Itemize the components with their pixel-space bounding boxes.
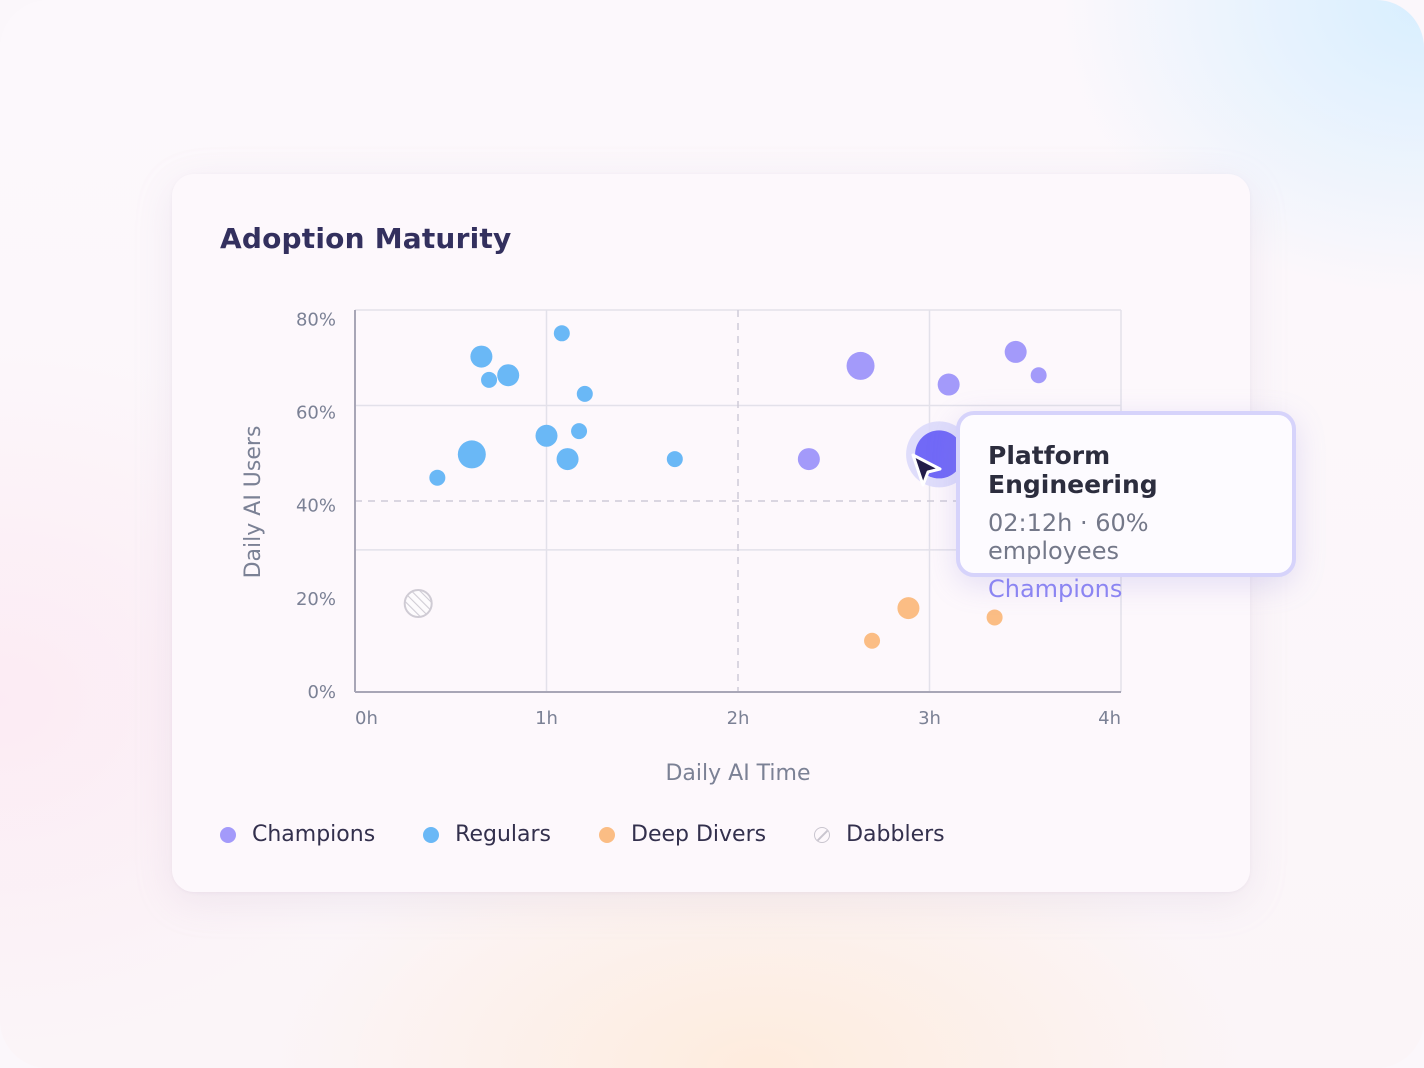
legend-label-regulars: Regulars xyxy=(455,822,552,847)
legend-item-champions[interactable]: Champions xyxy=(220,822,375,847)
x-tick-label: 3h xyxy=(918,708,941,729)
tooltip-detail: 02:12h · 60% employees xyxy=(988,509,1149,565)
y-tick-label: 80% xyxy=(296,309,336,330)
data-point-regulars xyxy=(497,364,520,387)
data-point-deep_divers xyxy=(864,632,881,649)
data-point-deep_divers xyxy=(897,597,920,620)
x-tick-label: 2h xyxy=(727,708,750,729)
data-point-regulars xyxy=(666,451,683,468)
y-tick-label: 0% xyxy=(307,682,336,703)
legend-item-deep-divers[interactable]: Deep Divers xyxy=(599,822,766,847)
x-tick-label: 0h xyxy=(355,708,378,729)
chart-title: Adoption Maturity xyxy=(220,222,512,255)
x-tick-label: 4h xyxy=(1098,708,1121,729)
data-point-regulars xyxy=(571,423,588,440)
axes xyxy=(354,310,1121,693)
data-point-regulars xyxy=(576,385,593,402)
y-tick-label: 60% xyxy=(296,402,336,423)
tooltip-title: Platform Engineering xyxy=(988,441,1158,499)
data-point-champions xyxy=(1004,340,1027,363)
legend-swatch-dabblers xyxy=(814,826,831,843)
x-tick-label: 1h xyxy=(535,708,558,729)
scatter-chart: 0h 1h 2h 3h 4h 0% 20% 40% 60% 80% Daily AI Time D… xyxy=(241,309,1122,786)
tick-labels: 0h 1h 2h 3h 4h 0% 20% 40% 60% 80% xyxy=(296,309,1121,729)
data-point-regulars xyxy=(470,345,493,368)
data-point-champions xyxy=(846,351,875,380)
data-point-champions xyxy=(937,373,960,396)
legend-swatch-deep-divers xyxy=(599,826,616,843)
tooltip-segment: Champions xyxy=(988,575,1123,603)
data-point-regulars xyxy=(556,448,579,471)
mouse-cursor-icon xyxy=(911,453,942,487)
legend-label-deep-divers: Deep Divers xyxy=(631,822,767,847)
point-tooltip: Platform Engineering 02:12h · 60% employ… xyxy=(956,411,1296,603)
data-point-champions xyxy=(1030,367,1047,384)
x-axis-label: Daily AI Time xyxy=(665,761,810,786)
y-tick-label: 40% xyxy=(296,496,336,517)
data-point-regulars xyxy=(481,371,498,388)
legend-item-dabblers[interactable]: Dabblers xyxy=(814,822,945,847)
legend-label-champions: Champions xyxy=(252,822,376,847)
data-points xyxy=(403,325,1047,649)
data-point-deep_divers xyxy=(986,609,1003,626)
data-point-regulars xyxy=(457,440,486,469)
data-point-champions xyxy=(797,448,820,471)
data-point-regulars xyxy=(553,325,570,342)
data-point-regulars xyxy=(429,469,446,486)
data-point-regulars xyxy=(535,424,558,447)
chart-legend: Champions Regulars Deep Divers Dabblers xyxy=(220,822,993,847)
legend-swatch-regulars xyxy=(423,826,440,843)
legend-label-dabblers: Dabblers xyxy=(846,822,945,847)
legend-swatch-champions xyxy=(220,826,236,843)
y-axis-label: Daily AI Users xyxy=(241,426,266,579)
legend-item-regulars[interactable]: Regulars xyxy=(423,822,551,847)
data-point-dabblers xyxy=(403,588,433,618)
y-tick-label: 20% xyxy=(296,589,336,610)
